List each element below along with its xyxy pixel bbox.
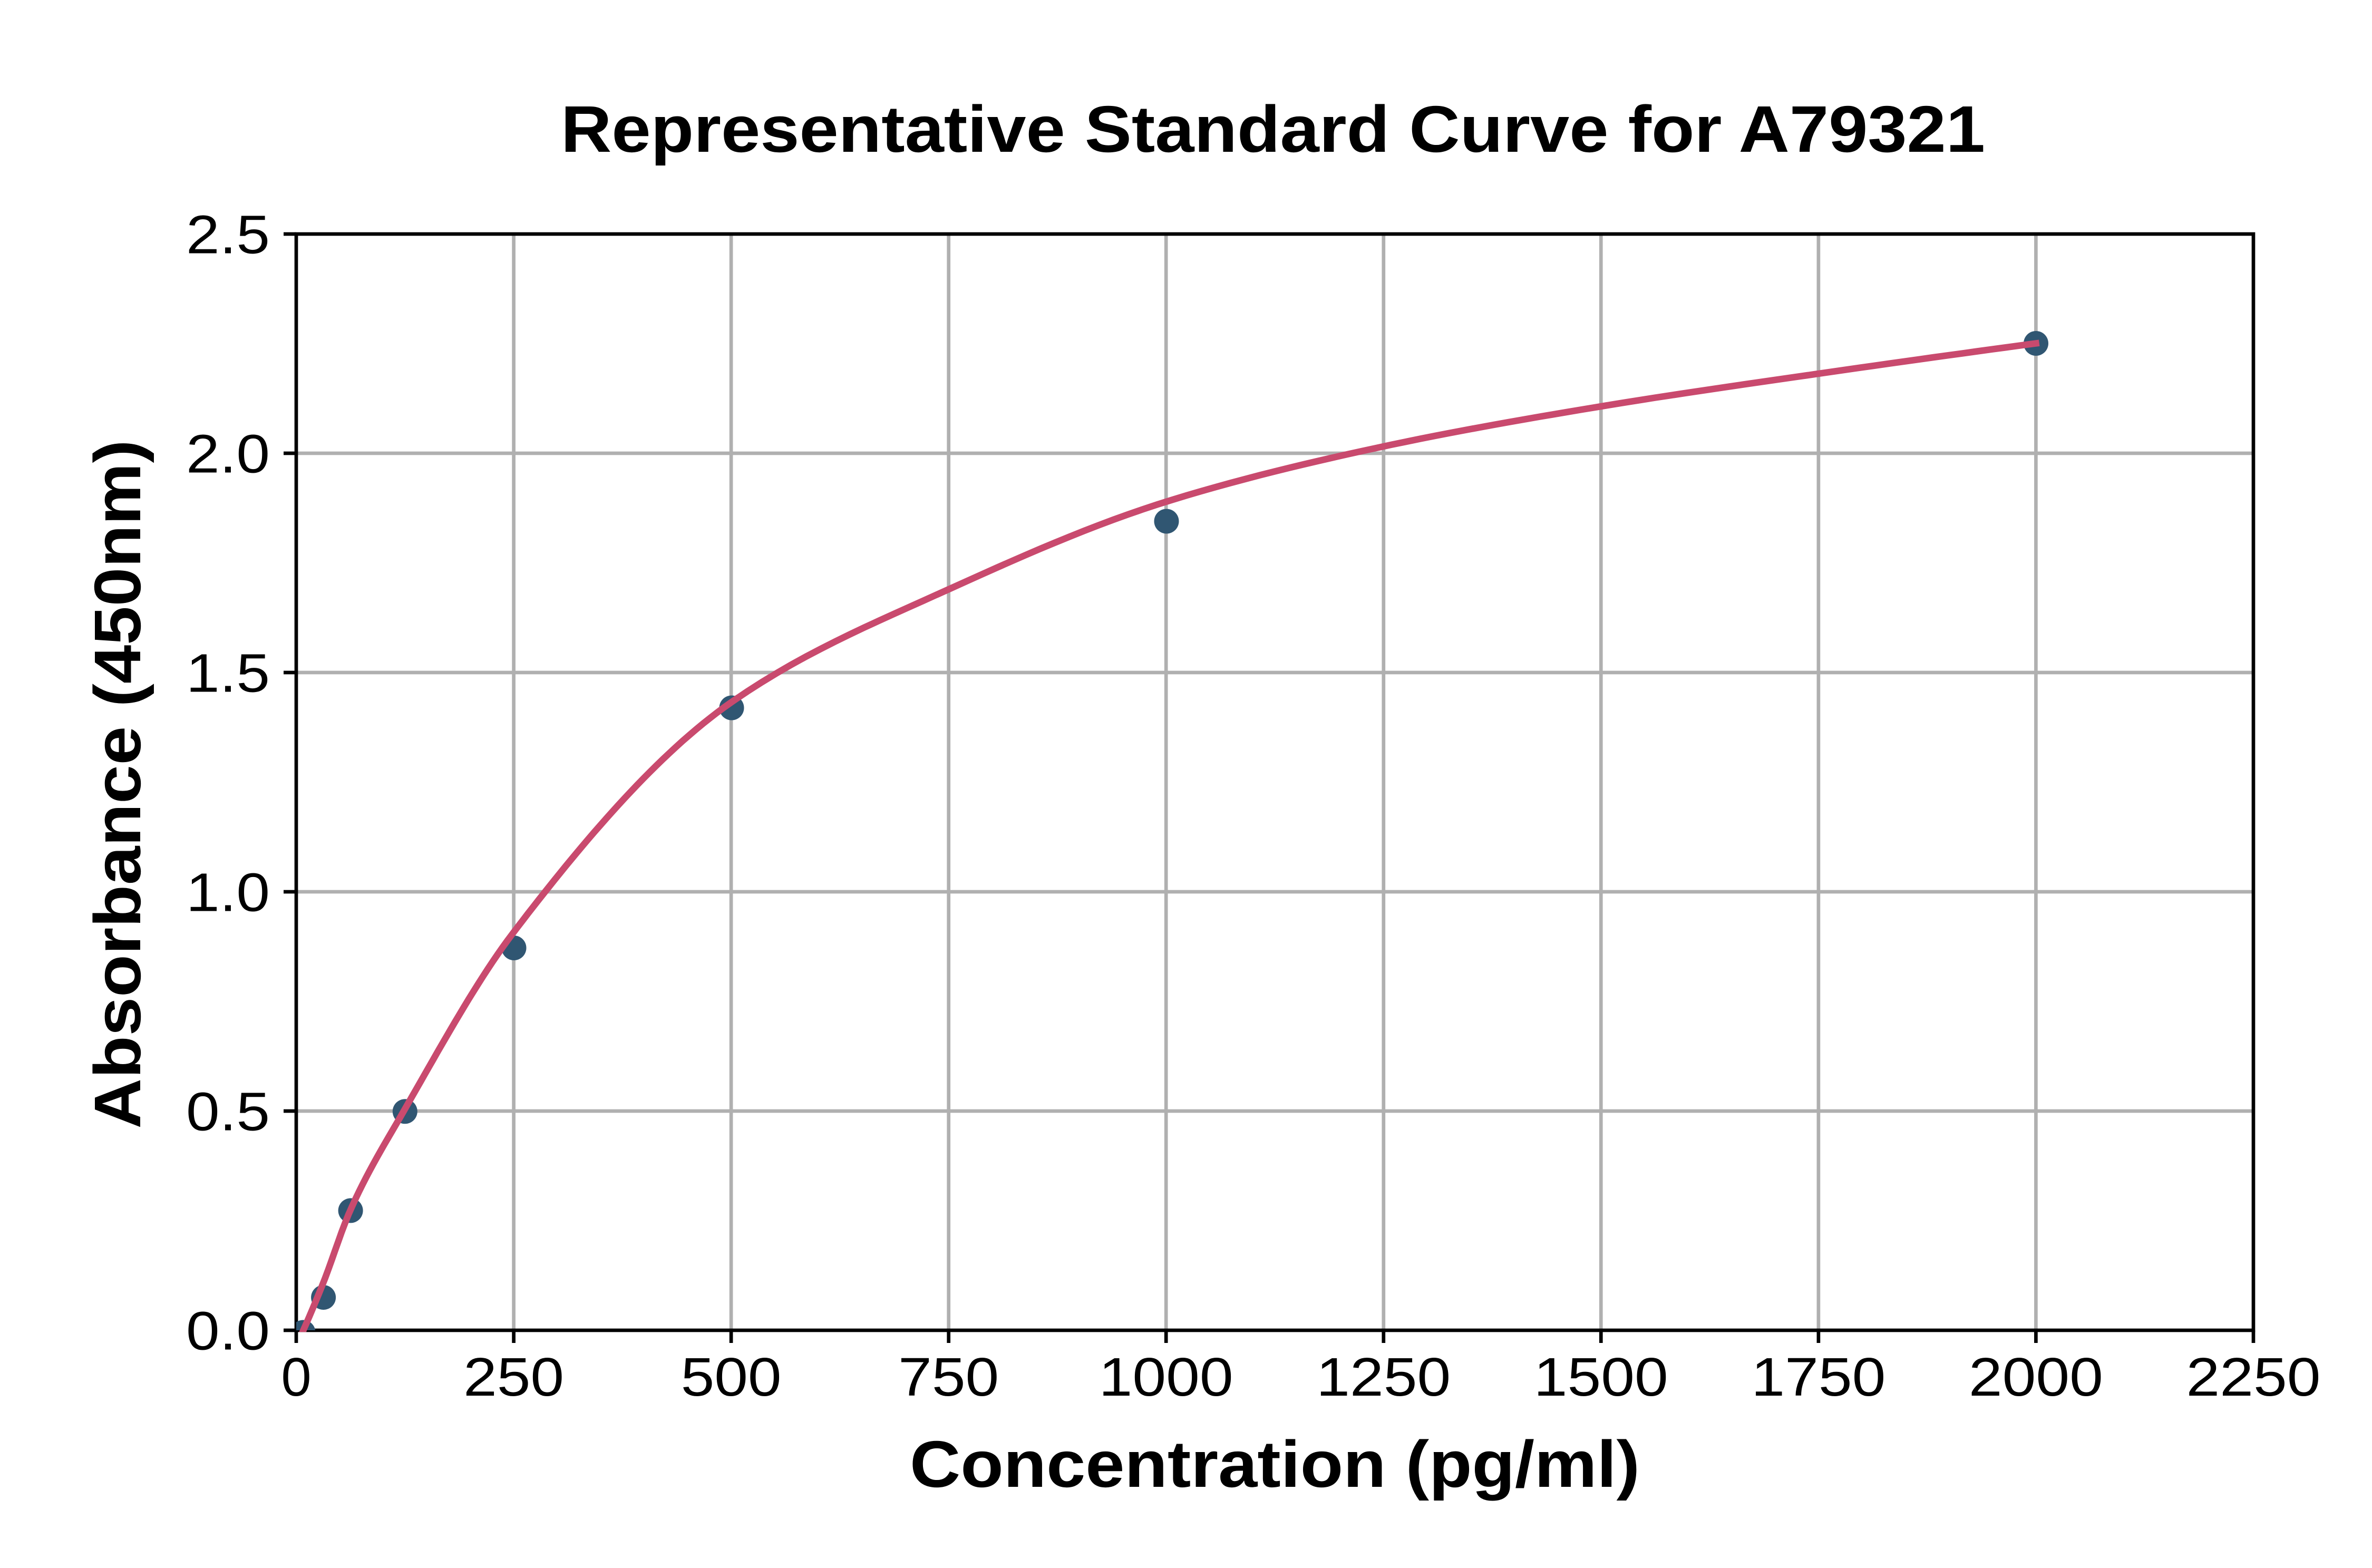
- svg-text:Representative Standard Curve: Representative Standard Curve for A79321: [561, 93, 1985, 166]
- svg-text:0.5: 0.5: [186, 1082, 270, 1142]
- svg-text:500: 500: [681, 1347, 782, 1407]
- svg-text:2250: 2250: [2186, 1347, 2321, 1407]
- svg-text:1.0: 1.0: [186, 862, 270, 923]
- svg-text:1000: 1000: [1099, 1347, 1233, 1407]
- svg-text:1250: 1250: [1316, 1347, 1451, 1407]
- svg-text:1.5: 1.5: [186, 643, 270, 704]
- svg-text:250: 250: [463, 1347, 564, 1407]
- svg-text:Absorbance (450nm): Absorbance (450nm): [81, 440, 154, 1129]
- svg-text:750: 750: [898, 1347, 999, 1407]
- svg-text:2000: 2000: [1969, 1347, 2103, 1407]
- svg-text:1500: 1500: [1534, 1347, 1668, 1407]
- svg-text:0: 0: [281, 1347, 311, 1407]
- svg-text:2.5: 2.5: [186, 204, 270, 265]
- svg-text:Concentration (pg/ml): Concentration (pg/ml): [910, 1428, 1640, 1501]
- svg-text:2.0: 2.0: [186, 424, 270, 484]
- svg-text:0.0: 0.0: [186, 1301, 270, 1361]
- svg-text:1750: 1750: [1751, 1347, 1885, 1407]
